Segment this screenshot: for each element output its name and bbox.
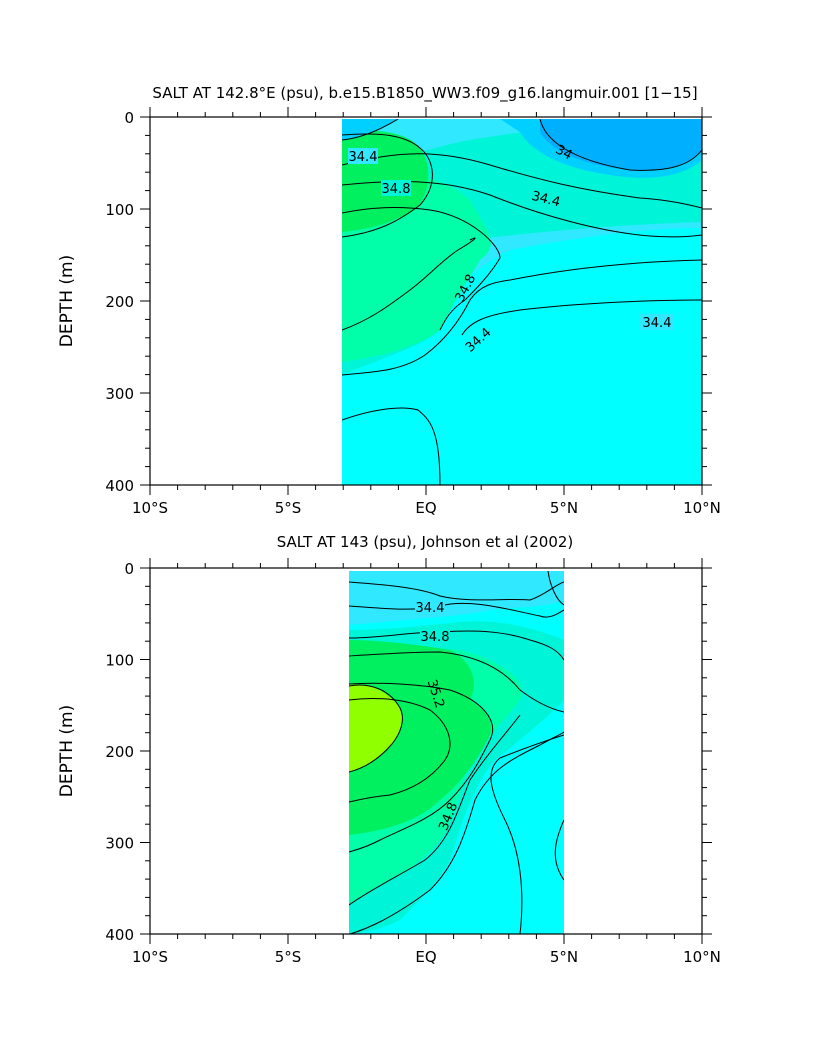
bottom-contour-34.8-bottom — [349, 714, 521, 906]
bottom-contour-34.8-top — [349, 651, 564, 713]
bottom-contour-34.6-bottom — [349, 731, 564, 934]
top-panel: SALT AT 142.8°E (psu), b.e15.B1850_WW3.f… — [57, 84, 721, 517]
bottom-contour-34.2 — [349, 581, 564, 601]
x-tick-label: 10°N — [683, 948, 721, 966]
y-tick-label: 300 — [105, 385, 134, 403]
bottom-contour-34.4-right-top — [547, 571, 564, 606]
top-contour-35.0 — [342, 133, 433, 238]
top-fill-34.0-c — [540, 119, 702, 171]
x-tick-label: 5°N — [550, 948, 578, 966]
top-clabel-34: 34 — [553, 142, 575, 163]
x-tick-label: 10°S — [132, 948, 168, 966]
bottom-fill-35.4b — [349, 684, 403, 772]
bottom-panel-title: SALT AT 143 (psu), Johnson et al (2002) — [277, 533, 574, 551]
bottom-contour-labels: 34.4 34.8 35.2 34.8 — [415, 599, 461, 833]
top-clabel-bg — [640, 314, 674, 330]
top-clabel-34.4-d: 34.4 — [643, 316, 672, 331]
top-clabel-bg — [348, 148, 378, 164]
top-contour-34.8-bottom — [342, 237, 476, 331]
top-clabel-34.8-a: 34.8 — [382, 182, 411, 197]
top-contour-34.2 — [342, 119, 399, 141]
top-axes: 10°S 5°S EQ 5°N 10°N 0 100 200 300 400 — [105, 107, 721, 517]
y-tick-label: 0 — [124, 109, 134, 127]
bottom-clabel-34.4: 34.4 — [416, 601, 445, 616]
bottom-axes: 10°S 5°S EQ 5°N 10°N 0 100 200 300 400 — [105, 558, 721, 966]
bottom-salinity-field — [349, 571, 564, 934]
top-contour-labels: 34.4 34.8 34 34.4 34.8 34.4 34.4 — [348, 142, 674, 356]
y-tick-label: 0 — [124, 560, 134, 578]
bottom-clabel-bg — [420, 628, 450, 644]
y-tick-label: 100 — [105, 652, 134, 670]
top-contour-34.6-bottom — [342, 259, 702, 376]
bottom-contour-34.4 — [349, 602, 564, 618]
bottom-y-axis-label: DEPTH (m) — [57, 705, 77, 797]
top-fill-34.2 — [342, 118, 702, 119]
x-tick-label: EQ — [415, 948, 436, 966]
top-contour-34.4-top — [342, 153, 702, 209]
top-contour-34.8-top — [342, 207, 501, 331]
top-fill-34.0-a — [342, 119, 400, 140]
bottom-contour-35.0 — [349, 682, 494, 853]
top-clabel-bg — [381, 180, 411, 196]
top-contour-34.4-bottom — [342, 407, 441, 485]
y-tick-label: 200 — [105, 743, 134, 761]
top-contour-34.0 — [539, 119, 702, 171]
top-salinity-field — [342, 118, 702, 485]
bottom-contour-34.2-right — [554, 819, 564, 881]
bottom-contour-35.4 — [349, 684, 403, 773]
x-tick-label: 10°N — [683, 499, 721, 517]
y-tick-label: 100 — [105, 201, 134, 219]
top-panel-title: SALT AT 142.8°E (psu), b.e15.B1850_WW3.f… — [152, 84, 697, 103]
top-y-axis-label: DEPTH (m) — [57, 255, 77, 347]
y-tick-label: 400 — [105, 926, 134, 944]
x-tick-label: 5°N — [550, 499, 578, 517]
y-tick-label: 200 — [105, 293, 134, 311]
bottom-contour-34.6 — [349, 630, 564, 661]
bottom-panel: SALT AT 143 (psu), Johnson et al (2002) — [57, 533, 721, 966]
top-contour-34.4-right — [461, 299, 702, 336]
bottom-contour-34.4-bottom — [490, 734, 564, 934]
x-tick-label: EQ — [415, 499, 436, 517]
bottom-contour-35.2 — [349, 698, 451, 803]
y-tick-label: 300 — [105, 835, 134, 853]
x-tick-label: 5°S — [275, 948, 302, 966]
top-fill-34.4-34.6 — [342, 228, 702, 485]
top-clabel-34.4-a: 34.4 — [349, 150, 378, 165]
top-clabel-34.4-b: 34.4 — [530, 189, 562, 211]
x-tick-label: 5°S — [275, 499, 302, 517]
x-tick-label: 10°S — [132, 499, 168, 517]
y-tick-label: 400 — [105, 477, 134, 495]
bottom-clabel-34.8-a: 34.8 — [421, 630, 450, 645]
bottom-fill-34.2 — [349, 571, 564, 625]
bottom-clabel-bg — [415, 599, 445, 615]
